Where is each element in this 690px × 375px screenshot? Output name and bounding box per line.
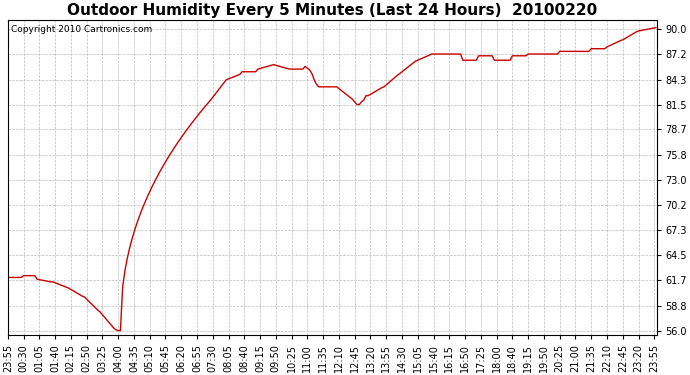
- Title: Outdoor Humidity Every 5 Minutes (Last 24 Hours)  20100220: Outdoor Humidity Every 5 Minutes (Last 2…: [67, 3, 598, 18]
- Text: Copyright 2010 Cartronics.com: Copyright 2010 Cartronics.com: [11, 25, 152, 34]
